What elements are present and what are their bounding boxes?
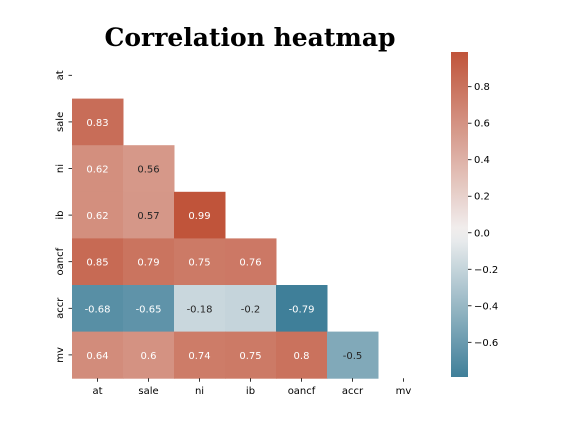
heatmap-cell-mv-ib — [225, 331, 277, 379]
heatmap-cell-accr-at — [72, 285, 124, 333]
heatmap-cells: 0.83 0.62 0.56 0.62 0.57 0.99 0.85 0.79 0.75 0.76… — [72, 98, 379, 379]
heatmap-cell-accr-sale — [123, 285, 175, 333]
heatmap-cell-ib-at — [72, 191, 124, 239]
heatmap-cell-label: -0.2 — [241, 304, 261, 315]
heatmap-cell-label: -0.5 — [343, 351, 363, 362]
y-tick-label-sale: sale — [55, 112, 66, 132]
y-tick-label-mv: mv — [55, 347, 66, 363]
colorbar-tick-label: 0.2 — [474, 192, 490, 203]
heatmap-cell-label: 0.85 — [86, 258, 108, 269]
heatmap-cell-oancf-sale — [123, 238, 175, 286]
heatmap-cell-label: 0.83 — [86, 118, 108, 129]
y-axis-ticks: at sale ni ib oancf accr mv — [55, 70, 72, 363]
x-tick-label-ib: ib — [246, 386, 255, 397]
heatmap-cell-oancf-ib — [225, 238, 277, 286]
colorbar-tick-label: 0.0 — [474, 228, 490, 239]
heatmap-cell-label: 0.8 — [294, 351, 310, 362]
colorbar-gradient — [451, 52, 468, 377]
colorbar-tick-label: −0.2 — [474, 265, 498, 276]
y-tick-label-oancf: oancf — [55, 247, 66, 275]
y-tick-label-accr: accr — [55, 297, 66, 319]
heatmap-cell-accr-oancf — [276, 285, 328, 333]
heatmap-cell-label: 0.75 — [239, 351, 261, 362]
y-tick-label-ib: ib — [55, 211, 66, 220]
heatmap-cell-mv-accr — [327, 331, 379, 379]
heatmap-cell-ib-sale — [123, 191, 175, 239]
heatmap-cell-label: 0.6 — [141, 351, 157, 362]
heatmap-cell-sale-at — [72, 98, 124, 146]
chart-title: Correlation heatmap — [104, 23, 395, 52]
colorbar-tick-label: −0.4 — [474, 301, 498, 312]
heatmap-cell-ni-sale — [123, 145, 175, 193]
x-tick-label-oancf: oancf — [288, 386, 316, 397]
colorbar-tick-label: −0.6 — [474, 338, 498, 349]
heatmap-cell-label: 0.99 — [188, 211, 210, 222]
x-tick-label-sale: sale — [138, 386, 158, 397]
heatmap-cell-label: 0.57 — [137, 211, 159, 222]
heatmap-cell-mv-at — [72, 331, 124, 379]
heatmap-cell-label: -0.79 — [289, 304, 315, 315]
x-tick-label-ni: ni — [195, 386, 204, 397]
heatmap-cell-label: -0.68 — [85, 304, 111, 315]
heatmap-cell-label: 0.75 — [188, 258, 210, 269]
heatmap-cell-mv-ni — [174, 331, 226, 379]
heatmap-cell-label: 0.62 — [86, 211, 108, 222]
heatmap-cell-label: 0.74 — [188, 351, 210, 362]
x-tick-label-at: at — [92, 386, 102, 397]
heatmap-cell-oancf-at — [72, 238, 124, 286]
heatmap-cell-mv-sale — [123, 331, 175, 379]
colorbar-tick-label: 0.6 — [474, 119, 490, 130]
x-axis-ticks: at sale ni ib oancf accr mv — [92, 378, 411, 397]
heatmap-cell-label: 0.64 — [86, 351, 108, 362]
heatmap-cell-label: 0.79 — [137, 258, 159, 269]
colorbar-tick-label: 0.8 — [474, 82, 490, 93]
heatmap-cell-label: 0.56 — [137, 165, 159, 176]
colorbar-tick-label: 0.4 — [474, 155, 490, 166]
heatmap-cell-oancf-ni — [174, 238, 226, 286]
heatmap-cell-accr-ni — [174, 285, 226, 333]
y-tick-label-at: at — [55, 70, 66, 80]
heatmap-cell-label: -0.65 — [136, 304, 162, 315]
x-tick-label-accr: accr — [342, 386, 364, 397]
x-tick-label-mv: mv — [396, 386, 412, 397]
heatmap-cell-ni-at — [72, 145, 124, 193]
heatmap-cell-label: -0.18 — [187, 304, 213, 315]
colorbar: 0.8 0.6 0.4 0.2 0.0 −0.2 −0.4 −0.6 — [451, 52, 498, 377]
heatmap-cell-ib-ni — [174, 191, 226, 239]
heatmap-cell-mv-oancf — [276, 331, 328, 379]
heatmap-cell-label: 0.76 — [239, 258, 261, 269]
y-tick-label-ni: ni — [55, 164, 66, 173]
heatmap-cell-label: 0.62 — [86, 165, 108, 176]
heatmap-cell-accr-ib — [225, 285, 277, 333]
